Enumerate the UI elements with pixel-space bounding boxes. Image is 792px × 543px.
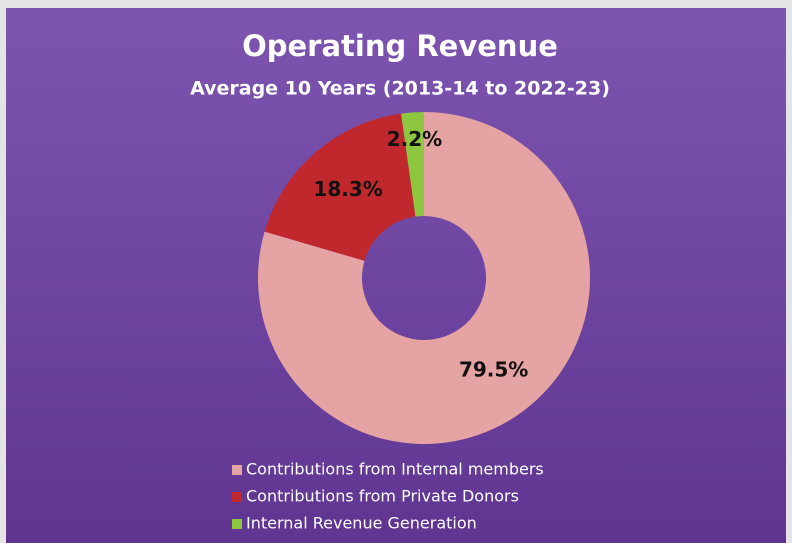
data-label: 18.3% xyxy=(313,177,382,201)
chart-subtitle: Average 10 Years (2013-14 to 2022-23) xyxy=(190,78,610,100)
legend-swatch xyxy=(232,519,242,529)
panel xyxy=(6,8,786,543)
data-label: 2.2% xyxy=(387,127,442,151)
donut-slice xyxy=(264,113,416,261)
legend-label: Internal Revenue Generation xyxy=(246,514,477,533)
legend-label: Contributions from Private Donors xyxy=(246,487,519,506)
chart-title: Operating Revenue xyxy=(242,29,558,63)
data-label: 79.5% xyxy=(459,357,528,381)
legend-swatch xyxy=(232,492,242,502)
legend-label: Contributions from Internal members xyxy=(246,460,544,479)
legend-swatch xyxy=(232,465,242,475)
donut-slice xyxy=(401,112,424,217)
donut-slice xyxy=(258,112,590,445)
